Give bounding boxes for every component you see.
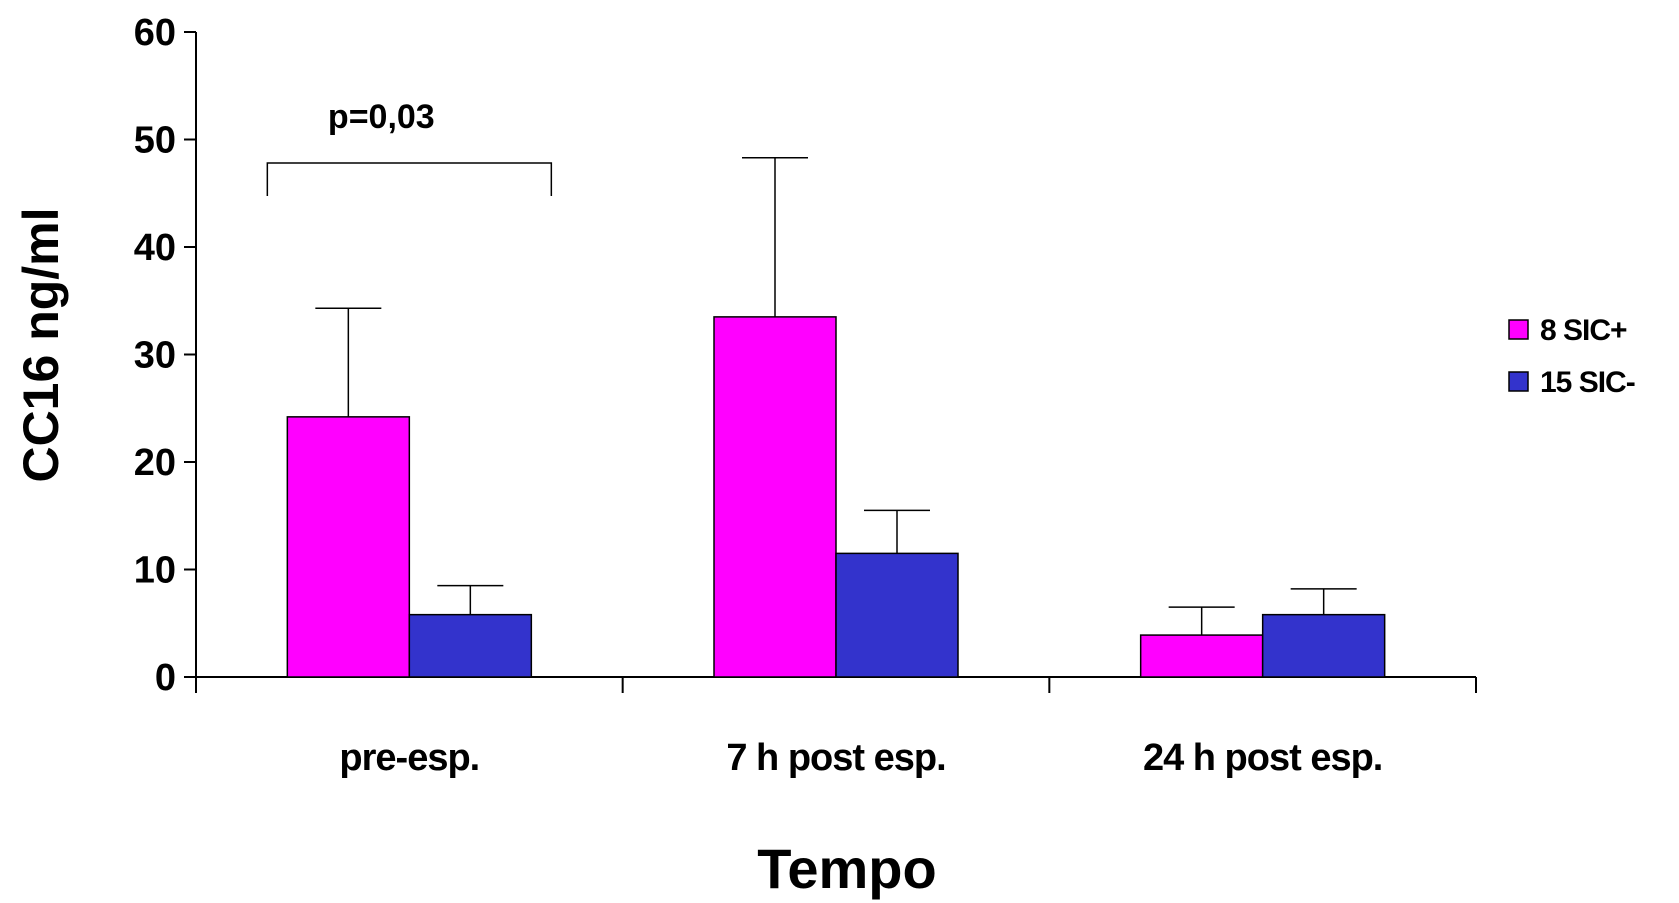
y-tick-label: 0 — [155, 657, 176, 699]
bar — [1261, 613, 1386, 678]
error-bars — [315, 157, 1357, 636]
bar — [713, 316, 837, 678]
significance-bracket — [266, 162, 553, 196]
x-tick-label: 7 h post esp. — [726, 737, 945, 779]
y-tick-label: 10 — [134, 550, 176, 592]
bar — [408, 613, 533, 678]
bar — [1139, 634, 1264, 678]
legend-swatch — [1508, 319, 1529, 340]
y-tick-label: 60 — [134, 12, 176, 54]
y-tick-label: 50 — [134, 120, 176, 162]
legend-label: 8 SIC+ — [1540, 314, 1627, 347]
y-tick-label: 20 — [134, 442, 176, 484]
significance-annotation: p=0,03 — [266, 98, 553, 196]
y-axis: 0 10 20 30 40 50 60 — [134, 12, 197, 699]
bar — [835, 552, 959, 678]
bar — [286, 416, 411, 678]
legend: 8 SIC+ 15 SIC- — [1508, 314, 1636, 399]
x-axis-title: Tempo — [757, 837, 936, 900]
p-value-label: p=0,03 — [328, 98, 435, 136]
legend-label: 15 SIC- — [1540, 366, 1635, 399]
y-tick-label: 30 — [134, 335, 176, 377]
x-axis: pre-esp. 7 h post esp. 24 h post esp. — [195, 676, 1477, 779]
legend-swatch — [1508, 371, 1529, 392]
x-tick-label: pre-esp. — [339, 737, 479, 779]
y-tick-label: 40 — [134, 227, 176, 269]
bars — [286, 316, 1386, 678]
y-axis-title: CC16 ng/ml — [13, 207, 69, 482]
x-tick-label: 24 h post esp. — [1143, 737, 1382, 779]
